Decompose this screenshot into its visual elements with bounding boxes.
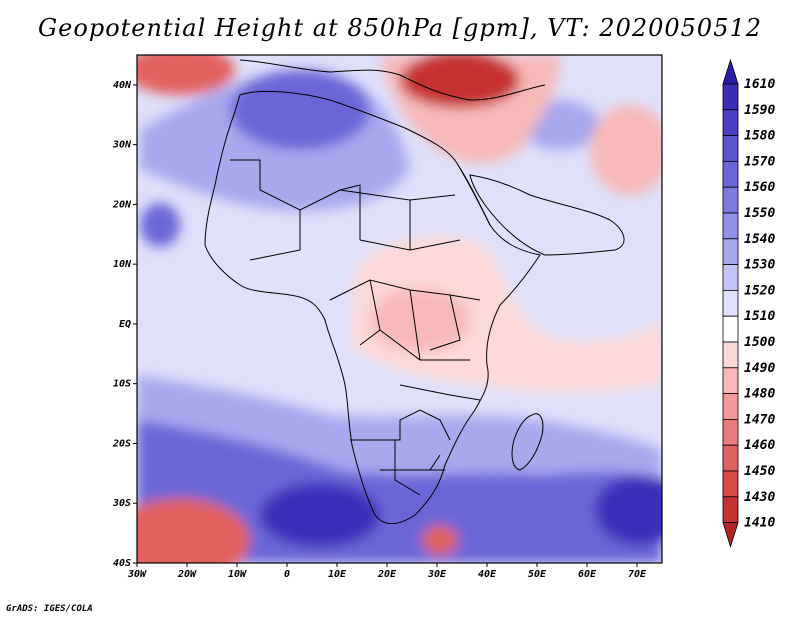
lon-tick-label: 40E: [478, 569, 497, 580]
field-region-northeast-deep-red: [400, 55, 520, 108]
colorbar-label: 1520: [744, 283, 775, 298]
lon-tick-label: 10E: [328, 569, 347, 580]
colorbar-swatch: [722, 83, 739, 111]
field-region-deep-blue-atlantic: [260, 483, 380, 547]
field-region-northwest-red: [137, 55, 235, 95]
lat-tick-label: EQ: [119, 319, 131, 330]
colorbar-label: 1480: [744, 387, 775, 402]
arabia-coastline: [469, 174, 625, 256]
colorbar-swatch: [722, 367, 739, 394]
lat-tick-label: 30S: [112, 498, 131, 509]
colorbar-swatch: [722, 289, 739, 317]
colorbar-label: 1610: [744, 77, 775, 92]
colorbar-label: 1410: [744, 516, 775, 531]
geopotential-field: [137, 55, 662, 563]
longitude-axis: 30W 20W 10W 0 10E 20E 30E 40E 50E 60E 70E: [127, 563, 647, 580]
plot-frame: [136, 54, 663, 564]
field-region-southwest-red: [137, 498, 250, 563]
field-region-north-mid-blue: [230, 70, 370, 150]
lon-tick-label: 0: [284, 569, 290, 580]
colorbar-swatch: [722, 238, 739, 266]
field-region-west-atlantic-blue: [140, 203, 180, 247]
coastlines-and-borders: [204, 59, 625, 525]
grads-credit: GrADS: IGES/COLA: [6, 604, 93, 614]
colorbar-swatch: [722, 470, 739, 498]
lon-tick-label: 60E: [578, 569, 597, 580]
colorbar-label: 1460: [744, 438, 775, 453]
lon-tick-label: 20W: [177, 569, 197, 580]
colorbar-label: 1540: [744, 232, 775, 247]
colorbar-label: 1560: [744, 180, 775, 195]
country-borders-north: [230, 159, 461, 261]
colorbar: 1610 1590 1580 1570 1560 1550 1540 1530 1520 1510…: [722, 58, 775, 548]
colorbar-bottom-cap: [722, 522, 739, 548]
country-borders-central: [329, 279, 481, 401]
lon-tick-label: 70E: [628, 569, 647, 580]
colorbar-swatch: [722, 496, 739, 523]
lat-tick-label: 40N: [113, 80, 132, 91]
colorbar-swatch: [722, 212, 739, 240]
colorbar-label: 1470: [744, 412, 775, 427]
lat-tick-label: 10S: [113, 379, 131, 390]
colorbar-swatch: [722, 135, 739, 162]
country-borders-south: [350, 409, 451, 496]
lon-tick-label: 30W: [127, 569, 147, 580]
lon-tick-label: 10W: [228, 569, 247, 580]
lat-tick-label: 10N: [113, 259, 132, 270]
red-sea-coast: [457, 164, 491, 226]
lat-tick-label: 30N: [112, 140, 132, 151]
colorbar-label: 1510: [744, 309, 775, 324]
lon-tick-label: 50E: [528, 569, 547, 580]
lat-tick-label: 20N: [112, 199, 132, 210]
colorbar-label: 1570: [744, 154, 775, 169]
field-region-central-light-red: [370, 288, 470, 352]
colorbar-swatch: [722, 393, 739, 420]
colorbar-swatch: [722, 418, 739, 446]
colorbar-label: 1500: [744, 335, 775, 350]
colorbar-swatch: [722, 444, 739, 472]
madagascar-coastline: [511, 413, 544, 471]
colorbar-swatch: [722, 264, 739, 291]
colorbar-label: 1550: [744, 206, 775, 221]
colorbar-swatch: [722, 315, 739, 343]
colorbar-swatch: [722, 109, 739, 137]
field-region-central-red: [350, 236, 662, 393]
field-region-southeast-red: [422, 525, 458, 555]
colorbar-label: 1530: [744, 258, 775, 273]
colorbar-swatch: [722, 341, 739, 369]
colorbar-label: 1490: [744, 361, 775, 376]
colorbar-label: 1590: [744, 103, 775, 118]
lat-tick-label: 20S: [112, 438, 131, 449]
colorbar-swatch: [722, 186, 739, 214]
field-region-deep-blue-indian: [595, 475, 662, 545]
field-region-iran-red: [590, 105, 662, 195]
lon-tick-label: 30E: [427, 569, 447, 580]
lon-tick-label: 20E: [377, 569, 397, 580]
colorbar-label: 1430: [744, 490, 775, 505]
colorbar-top-cap: [722, 58, 739, 85]
colorbar-swatch: [722, 160, 739, 188]
mediterranean-north-coast: [239, 59, 546, 101]
map-title: Geopotential Height at 850hPa [gpm], VT:…: [38, 14, 762, 42]
lat-tick-label: 40S: [113, 558, 131, 569]
colorbar-label: 1450: [744, 464, 775, 479]
latitude-axis: 40N 30N 20N 10N EQ 10S 20S 30S 40S: [112, 80, 137, 569]
colorbar-label: 1580: [744, 129, 775, 144]
